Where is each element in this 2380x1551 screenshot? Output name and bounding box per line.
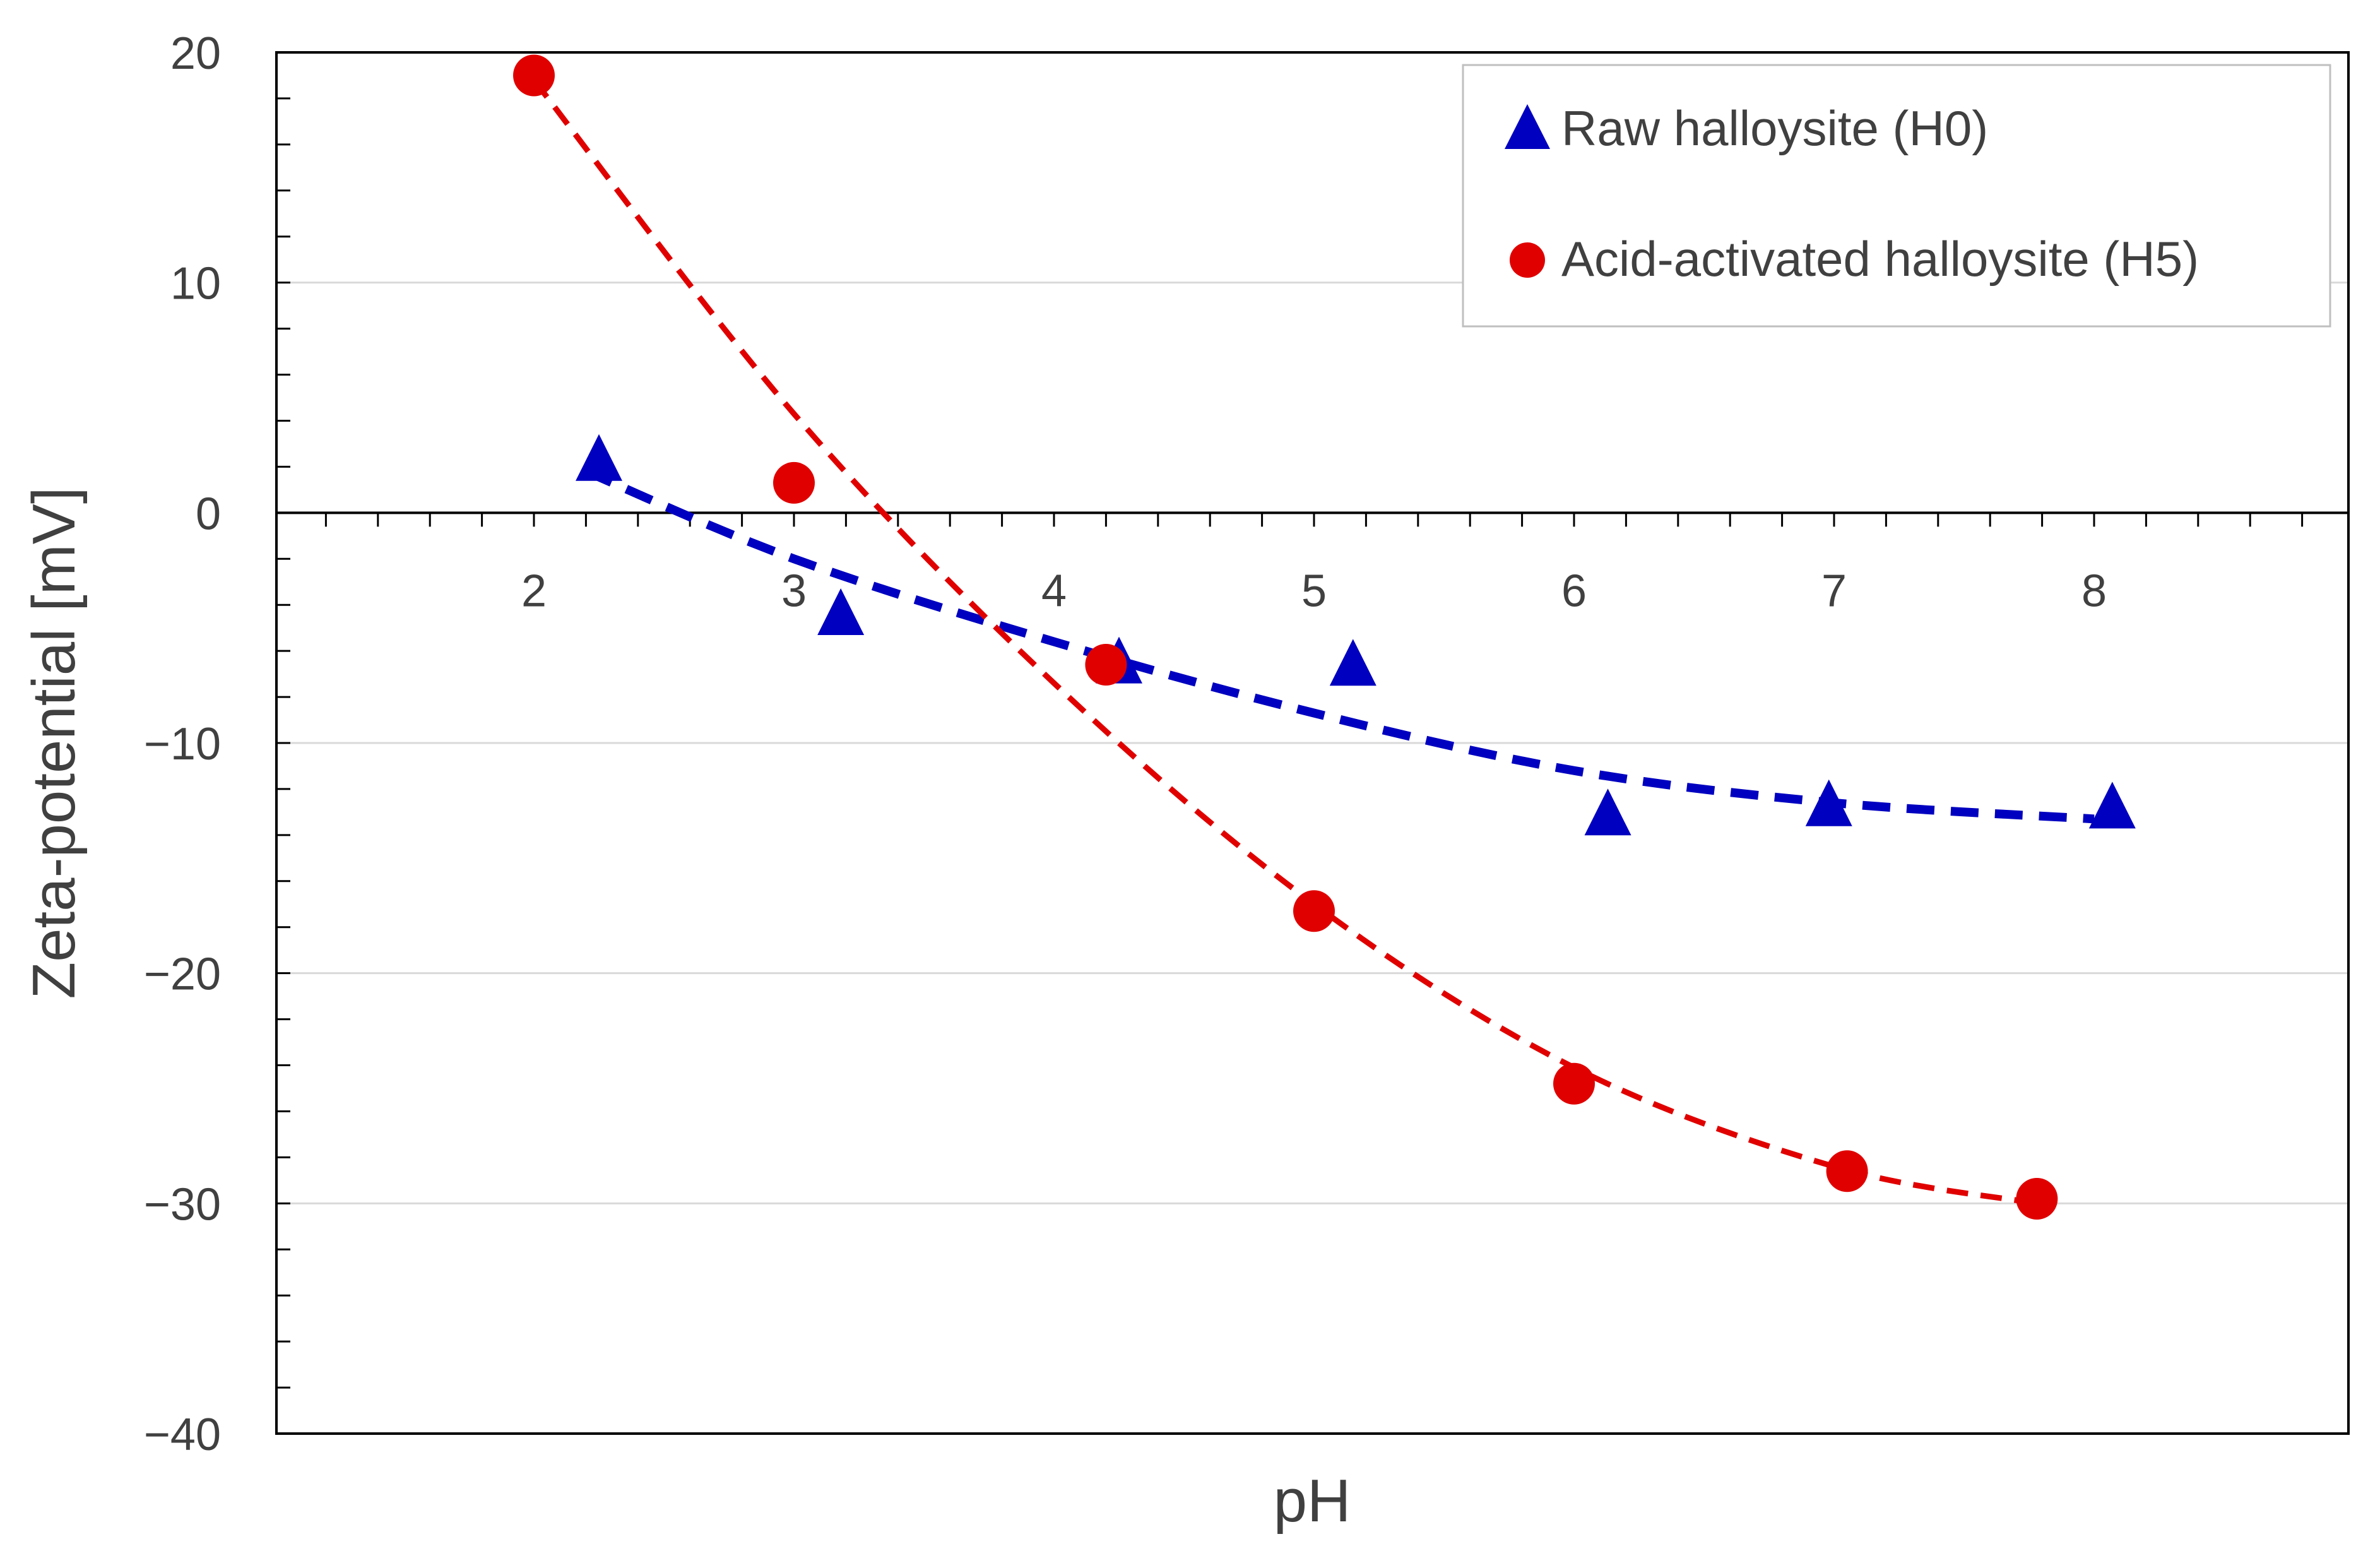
axes	[276, 51, 2348, 1435]
data-point-h5	[773, 461, 815, 504]
y-tick-label: −30	[144, 1179, 221, 1230]
x-tick-label: 6	[1561, 566, 1587, 616]
legend-label-h5: Acid-activated halloysite (H5)	[1561, 231, 2199, 287]
x-tick-label: 5	[1301, 566, 1327, 616]
y-tick-label: −10	[144, 719, 221, 770]
legend-marker-triangle	[1505, 104, 1550, 149]
y-tick-label: 20	[170, 28, 221, 79]
x-tick-label: 4	[1041, 566, 1067, 616]
data-series	[513, 54, 2136, 1220]
gridlines	[276, 282, 2348, 1204]
x-tick-label: 3	[781, 566, 807, 616]
trendline-h5	[531, 78, 2038, 1206]
tick-labels: 20 10 0 −10 −20 −30 −40 2 3 4 5 6 7 8	[144, 28, 2107, 1460]
y-tick-label: 0	[196, 489, 221, 539]
data-point-h0	[576, 434, 622, 481]
x-tick-label: 8	[2081, 566, 2107, 616]
y-tick-label: 10	[170, 259, 221, 309]
data-point-h5	[1293, 890, 1335, 932]
legend-label-h0: Raw halloysite (H0)	[1561, 100, 1988, 156]
data-point-h0	[2088, 781, 2136, 829]
data-point-h5	[1826, 1150, 1868, 1192]
data-point-h5	[1553, 1062, 1595, 1105]
x-tick-label: 7	[1821, 566, 1847, 616]
legend-marker-circle	[1510, 242, 1545, 278]
y-axis-title: Zeta-potential [mV]	[20, 487, 88, 999]
data-point-h5	[1085, 644, 1127, 686]
data-point-h0	[1329, 639, 1376, 686]
trendline-h0	[584, 467, 2095, 824]
data-point-h5	[2016, 1178, 2058, 1220]
x-tick-label: 2	[521, 566, 547, 616]
data-point-h0	[1584, 788, 1631, 836]
y-tick-label: −40	[144, 1410, 221, 1460]
legend-box	[1462, 64, 2331, 328]
legend: Raw halloysite (H0) Acid-activated hallo…	[1462, 64, 2331, 328]
data-point-h5	[513, 54, 555, 97]
y-tick-label: −20	[144, 949, 221, 1000]
data-point-h0	[817, 588, 865, 636]
x-axis-title: pH	[1274, 1467, 1351, 1535]
data-point-h0	[1805, 779, 1852, 826]
